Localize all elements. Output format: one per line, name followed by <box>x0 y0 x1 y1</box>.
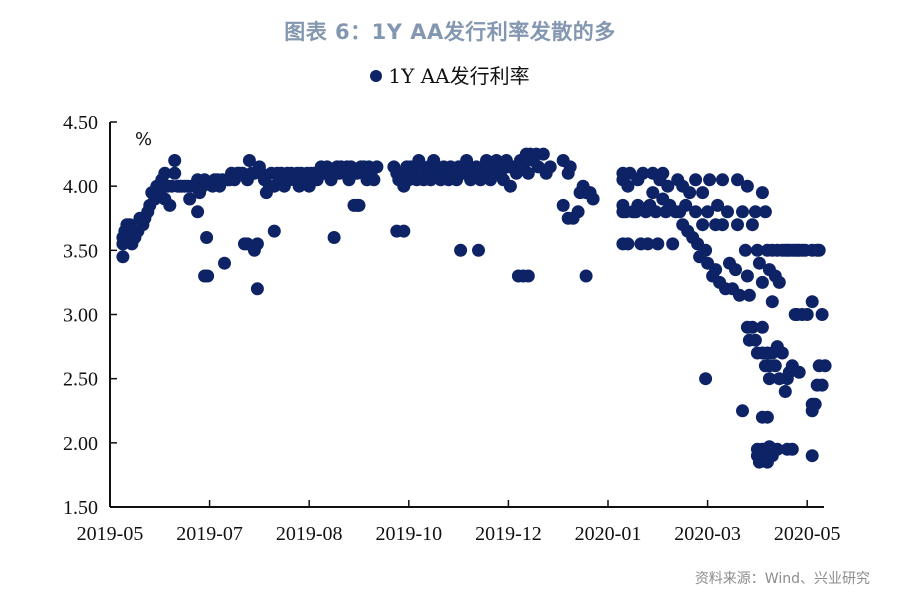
x-tick-label: 2019-08 <box>276 523 343 545</box>
y-tick-label: 3.50 <box>63 240 98 262</box>
x-tick-label: 2020-03 <box>674 523 741 545</box>
x-tick-label: 2019-10 <box>375 523 442 545</box>
legend-marker-icon <box>370 70 383 82</box>
y-tick-label: 2.50 <box>63 369 98 391</box>
x-tick-label: 2020-05 <box>774 523 841 545</box>
y-tick-label: 4.50 <box>63 112 98 134</box>
x-axis: 2019-05 2019-07 2019-08 2019-10 2019-12 2020-… <box>77 500 841 545</box>
x-tick-label: 2020-01 <box>575 523 642 545</box>
y-tick-label: 2.00 <box>63 433 98 455</box>
legend: 1Y AA发行利率 <box>0 60 900 89</box>
x-tick-label: 2019-12 <box>475 523 542 545</box>
data-points <box>116 147 832 469</box>
chart-title: 图表 6：1Y AA发行利率发散的多 <box>284 20 616 44</box>
legend-label: 1Y AA发行利率 <box>388 64 530 88</box>
y-tick-label: 1.50 <box>63 497 98 519</box>
y-unit-label: % <box>135 129 152 150</box>
y-axis: 4.50 4.00 3.50 3.00 2.50 2.00 1.50 <box>63 112 117 519</box>
x-tick-label: 2019-07 <box>176 523 243 545</box>
y-tick-label: 3.00 <box>63 305 98 327</box>
y-tick-label: 4.00 <box>63 176 98 198</box>
source-note: 资料来源：Wind、兴业研究 <box>694 571 870 587</box>
x-tick-label: 2019-05 <box>77 523 144 545</box>
